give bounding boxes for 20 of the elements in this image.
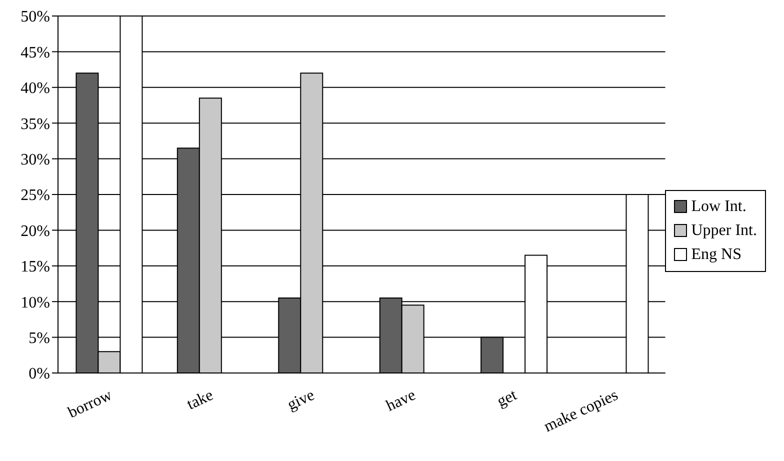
y-tick-label: 0%	[28, 366, 50, 383]
x-tick-label: borrow	[66, 386, 116, 422]
x-tick-label: have	[384, 386, 418, 415]
legend-label: Low Int.	[691, 196, 746, 216]
x-tick-label: give	[284, 386, 318, 414]
y-tick-label: 35%	[20, 116, 50, 133]
legend-label: Upper Int.	[691, 220, 757, 240]
y-tick-label: 30%	[20, 151, 50, 168]
legend-label: Eng NS	[691, 244, 742, 264]
y-tick-label: 40%	[20, 80, 50, 98]
y-tick-label: 20%	[20, 222, 50, 240]
x-tick-label: take	[184, 386, 216, 414]
y-tick-label: 25%	[20, 187, 50, 204]
y-tick-label: 5%	[28, 330, 50, 347]
x-tick-label: get	[494, 386, 520, 410]
y-tick-label: 10%	[20, 294, 50, 312]
y-tick-label: 45%	[20, 44, 50, 62]
y-tick-label: 50%	[20, 8, 50, 26]
y-tick-label: 15%	[20, 258, 50, 276]
x-tick-label: make copies	[541, 386, 621, 436]
